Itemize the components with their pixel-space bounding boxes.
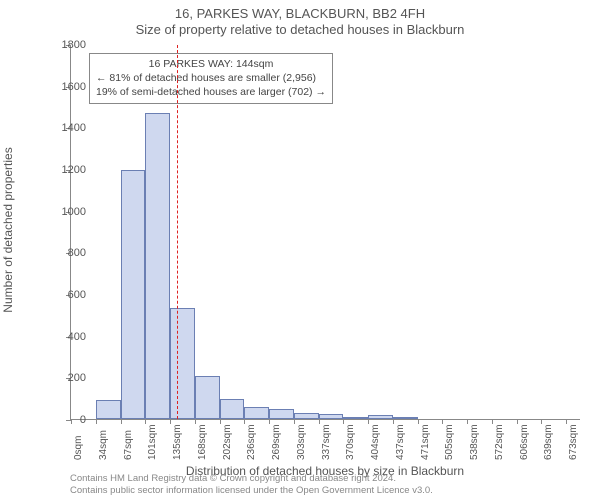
y-tick-label: 1000 <box>62 206 86 218</box>
histogram-bar <box>244 407 269 420</box>
x-tick-label: 0sqm <box>73 436 84 460</box>
x-tick-mark <box>170 419 171 424</box>
x-tick-mark <box>442 419 443 424</box>
x-tick-label: 606sqm <box>519 424 530 460</box>
histogram-bar <box>319 414 344 419</box>
x-tick-mark <box>244 419 245 424</box>
footer-line1: Contains HM Land Registry data © Crown c… <box>70 473 396 484</box>
histogram-bar <box>368 415 393 419</box>
histogram-bar <box>195 376 220 419</box>
x-tick-label: 538sqm <box>469 424 480 460</box>
x-tick-label: 404sqm <box>370 424 381 460</box>
y-tick-label: 200 <box>68 372 86 384</box>
page-title-line1: 16, PARKES WAY, BLACKBURN, BB2 4FH <box>0 6 600 21</box>
histogram-bar <box>145 113 170 419</box>
x-tick-mark <box>541 419 542 424</box>
x-tick-mark <box>467 419 468 424</box>
annotation-line3: 19% of semi-detached houses are larger (… <box>96 85 326 99</box>
x-tick-mark <box>96 419 97 424</box>
histogram-bar <box>343 417 368 419</box>
x-tick-label: 471sqm <box>420 424 431 460</box>
x-tick-mark <box>492 419 493 424</box>
x-tick-label: 269sqm <box>271 424 282 460</box>
x-tick-label: 67sqm <box>123 430 134 460</box>
x-tick-mark <box>195 419 196 424</box>
footer-line2: Contains public sector information licen… <box>70 485 433 496</box>
chart-plot-area: 16 PARKES WAY: 144sqm ← 81% of detached … <box>70 45 580 420</box>
x-tick-mark <box>319 419 320 424</box>
x-tick-label: 101sqm <box>147 424 158 460</box>
histogram-bar <box>294 413 319 419</box>
y-tick-label: 800 <box>68 247 86 259</box>
x-tick-mark <box>145 419 146 424</box>
x-tick-label: 236sqm <box>246 424 257 460</box>
x-tick-mark <box>517 419 518 424</box>
y-tick-label: 1400 <box>62 122 86 134</box>
x-tick-label: 168sqm <box>197 424 208 460</box>
histogram-bar <box>170 308 195 419</box>
y-tick-label: 0 <box>80 414 86 426</box>
x-tick-label: 437sqm <box>395 424 406 460</box>
y-tick-label: 400 <box>68 331 86 343</box>
x-tick-label: 34sqm <box>98 430 109 460</box>
histogram-bar <box>269 409 294 419</box>
x-tick-label: 370sqm <box>345 424 356 460</box>
y-tick-label: 1600 <box>62 81 86 93</box>
x-tick-label: 135sqm <box>172 424 183 460</box>
x-tick-label: 673sqm <box>568 424 579 460</box>
x-tick-mark <box>294 419 295 424</box>
y-tick-label: 600 <box>68 289 86 301</box>
x-tick-mark <box>343 419 344 424</box>
y-tick-label: 1800 <box>62 39 86 51</box>
page-title-line2: Size of property relative to detached ho… <box>0 22 600 37</box>
x-tick-label: 337sqm <box>321 424 332 460</box>
x-tick-mark <box>71 419 72 424</box>
histogram-bar <box>121 170 146 419</box>
annotation-box: 16 PARKES WAY: 144sqm ← 81% of detached … <box>89 53 333 104</box>
y-tick-label: 1200 <box>62 164 86 176</box>
subject-marker-line <box>177 45 178 419</box>
x-tick-mark <box>566 419 567 424</box>
x-tick-mark <box>269 419 270 424</box>
annotation-line1: 16 PARKES WAY: 144sqm <box>96 57 326 71</box>
x-tick-mark <box>418 419 419 424</box>
x-tick-mark <box>220 419 221 424</box>
x-tick-label: 572sqm <box>494 424 505 460</box>
y-axis-label: Number of detached properties <box>1 147 15 312</box>
histogram-bar <box>393 417 418 419</box>
x-tick-mark <box>121 419 122 424</box>
histogram-bar <box>220 399 245 419</box>
histogram-bar <box>96 400 121 419</box>
annotation-line2: ← 81% of detached houses are smaller (2,… <box>96 71 326 85</box>
x-tick-label: 303sqm <box>296 424 307 460</box>
x-tick-label: 505sqm <box>444 424 455 460</box>
x-tick-label: 202sqm <box>222 424 233 460</box>
x-tick-label: 639sqm <box>543 424 554 460</box>
x-tick-mark <box>368 419 369 424</box>
x-tick-mark <box>393 419 394 424</box>
